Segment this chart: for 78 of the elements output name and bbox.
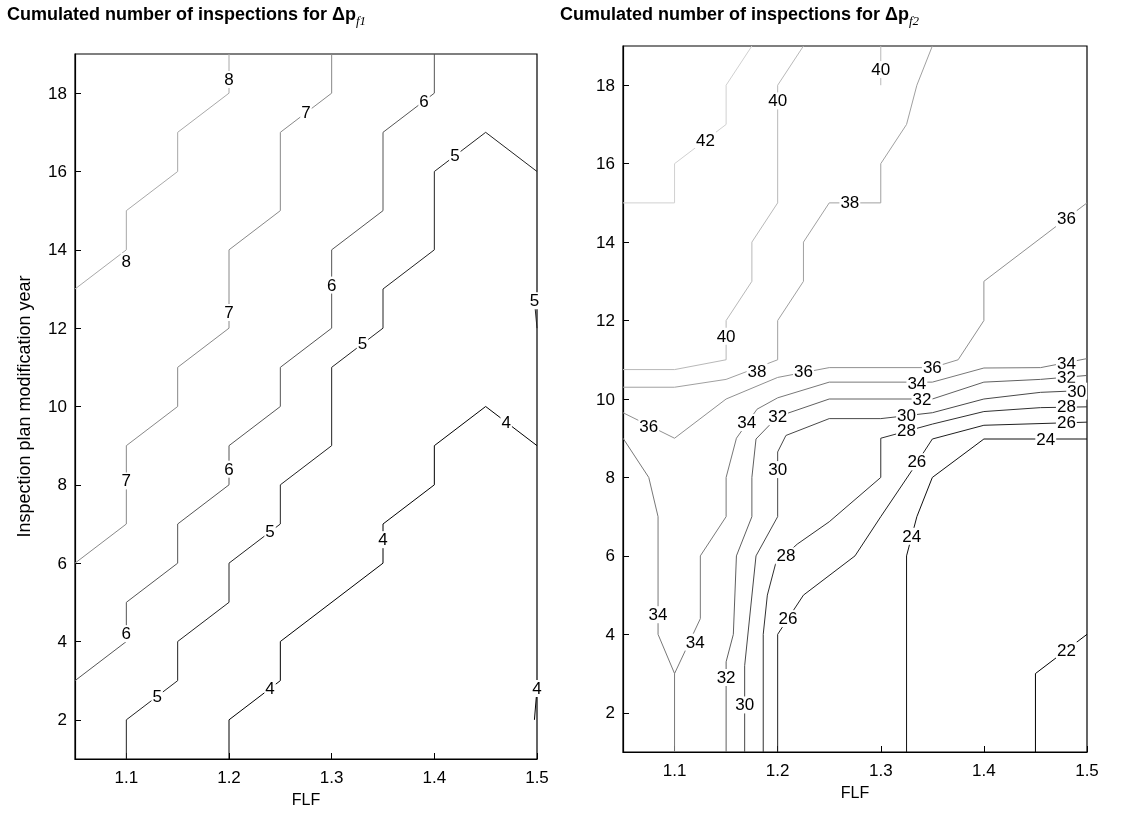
- annotation: 6: [224, 459, 234, 479]
- annotation: 40: [716, 326, 736, 346]
- annotation: 7: [121, 471, 132, 491]
- x-axis-title: FLF: [291, 790, 321, 808]
- y-tick-label: 4: [605, 624, 615, 644]
- y-axis-title: Inspection plan modification year: [14, 275, 34, 538]
- annotation: 4: [501, 412, 511, 432]
- y-tick-label: 2: [57, 710, 67, 730]
- annotation: 7: [224, 303, 234, 322]
- annotation: 38: [747, 362, 767, 382]
- x-tick-label: 1.4: [422, 768, 447, 787]
- annotation: 32: [768, 407, 788, 427]
- annotation: 28: [897, 420, 917, 440]
- annotation: 34: [648, 605, 668, 625]
- chart-title: Cumulated number of inspections for Δp$_{f2}$: [560, 4, 921, 29]
- x-tick-label: 1.3: [868, 761, 893, 780]
- annotation: 26: [778, 609, 798, 629]
- annotation: 42: [696, 130, 715, 150]
- x-tick-label: 1.5: [1075, 761, 1099, 780]
- annotation: 8: [121, 252, 132, 272]
- annotation: 40: [768, 91, 788, 111]
- y-tick-label: 4: [57, 632, 67, 651]
- annotation: 30: [735, 695, 755, 715]
- annotation: 6: [326, 275, 337, 295]
- annotation: 5: [152, 686, 162, 706]
- annotation: 4: [378, 530, 388, 550]
- annotation: 32: [912, 389, 932, 409]
- annotation: 8: [224, 69, 234, 89]
- annotation: 24: [1036, 429, 1056, 449]
- annotation: 40: [871, 60, 891, 80]
- annotation: 36: [793, 362, 813, 382]
- x-tick-label: 1.1: [662, 761, 687, 780]
- annotation: 5: [529, 291, 540, 311]
- annotation: 5: [450, 146, 460, 166]
- annotation: 24: [902, 526, 922, 546]
- x-axis-title: FLF: [840, 783, 870, 801]
- annotation: 32: [716, 667, 736, 687]
- y-tick-label: 6: [57, 553, 67, 573]
- x-tick-label: 1.5: [525, 768, 549, 787]
- y-tick-label: 18: [48, 83, 67, 103]
- annotation: 5: [357, 334, 368, 354]
- x-tick-label: 1.4: [972, 761, 996, 780]
- annotation: 4: [265, 679, 275, 698]
- annotation: 36: [639, 416, 659, 436]
- y-tick-label: 12: [596, 311, 615, 331]
- annotation: 28: [1056, 397, 1076, 417]
- x-tick-label: 1.3: [319, 768, 344, 787]
- annotation: 26: [907, 452, 927, 472]
- y-tick-label: 16: [596, 154, 615, 174]
- y-tick-label: 10: [48, 397, 67, 416]
- y-tick-label: 10: [596, 389, 615, 409]
- y-tick-label: 16: [48, 162, 67, 181]
- annotation: 6: [121, 624, 132, 644]
- annotation: 34: [685, 632, 705, 652]
- y-tick-label: 6: [605, 546, 615, 566]
- annotation: 36: [1056, 209, 1076, 229]
- annotation: 6: [419, 91, 429, 111]
- y-tick-label: 14: [596, 232, 615, 252]
- x-tick-label: 1.1: [114, 768, 139, 787]
- annotation: 38: [840, 193, 860, 213]
- annotation: 7: [301, 103, 311, 123]
- x-tick-label: 1.2: [765, 761, 790, 780]
- y-tick-label: 12: [48, 318, 67, 338]
- chart-title: Cumulated number of inspections for Δp$_{f1}$: [7, 4, 368, 29]
- y-tick-label: 8: [605, 467, 615, 487]
- annotation: 30: [768, 460, 788, 480]
- annotation: 36: [922, 358, 942, 378]
- y-tick-label: 8: [57, 475, 67, 495]
- annotation: 5: [265, 522, 275, 542]
- y-tick-label: 18: [596, 75, 615, 95]
- y-tick-label: 2: [605, 703, 615, 723]
- y-tick-label: 14: [48, 240, 67, 260]
- annotation: 34: [737, 413, 757, 433]
- x-tick-label: 1.2: [217, 768, 241, 787]
- annotation: 28: [776, 546, 796, 566]
- annotation: 34: [907, 373, 927, 393]
- annotation: 22: [1056, 640, 1076, 660]
- annotation: 26: [1056, 413, 1076, 433]
